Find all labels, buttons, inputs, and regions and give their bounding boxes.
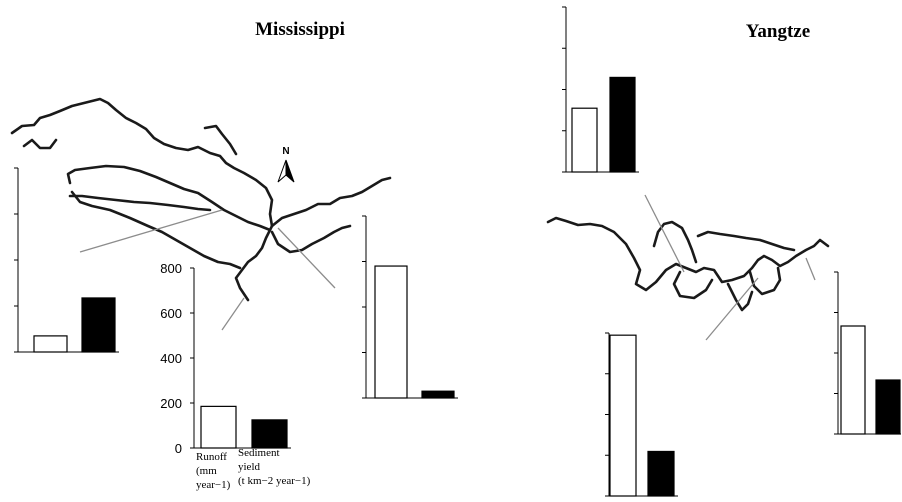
sediment-label-line-1: Sediment (238, 447, 280, 459)
mississippi-main-sediment-bar (251, 419, 288, 449)
mississippi-main-tick-label-3: 600 (160, 306, 182, 321)
runoff-label-line-3: year−1) (196, 479, 231, 491)
category-labels: Runoff (mm year−1) Sediment yield (t km−… (196, 447, 311, 491)
yangtze-upper-runoff-bar (571, 107, 598, 173)
pointer-upper-yangtze (644, 194, 685, 273)
yangtze-lower-chart (834, 271, 901, 435)
yangtze-northern-tributary (652, 220, 698, 264)
mississippi-main-runoff-bar (200, 405, 237, 449)
yangtze-east-loop (748, 266, 782, 296)
north-arrow-left-half (277, 159, 287, 183)
mississippi-west-loop (68, 194, 212, 212)
yangtze-middle-runoff-bar (609, 334, 637, 497)
yangtze-poyang-branch (726, 282, 754, 312)
pointer-lower-yangtze (805, 257, 816, 281)
yangtze-river-map (546, 216, 830, 312)
pointer-east-mississippi (277, 227, 336, 289)
north-label: N (282, 146, 289, 157)
sediment-label-line-3: (t km−2 year−1) (238, 475, 311, 487)
mississippi-main-chart: 0 200 400 600 800 (160, 261, 291, 456)
runoff-label-line-1: Runoff (196, 451, 227, 463)
yangtze-han-branch (696, 230, 796, 252)
mississippi-upper-runoff-bar (33, 335, 68, 353)
north-arrow-right-half (285, 159, 295, 183)
mississippi-southern-tributary (70, 190, 242, 270)
yangtze-middle-sediment-bar (647, 450, 675, 497)
yangtze-middle-chart (605, 332, 678, 497)
mississippi-upper-chart (14, 167, 119, 353)
mississippi-main-tick-label-0: 0 (175, 441, 182, 456)
mississippi-east-chart (362, 215, 458, 399)
yangtze-southern-loop (672, 270, 714, 300)
yangtze-title: Yangtze (746, 21, 810, 42)
yangtze-upper-chart (562, 6, 639, 173)
mississippi-main-tick-label-1: 200 (160, 396, 182, 411)
mississippi-east-sediment-bar (421, 390, 455, 399)
pointer-lower-mississippi (221, 297, 245, 331)
north-arrow: N (277, 146, 295, 183)
mississippi-main-stem (234, 224, 274, 302)
mississippi-east-runoff-bar (374, 265, 408, 399)
mississippi-upper-loop (203, 124, 238, 156)
pointer-middle-yangtze (705, 277, 759, 341)
yangtze-lower-runoff-bar (840, 325, 866, 435)
sediment-label-line-2: yield (238, 461, 260, 473)
bar-charts: 0 200 400 600 800 (14, 6, 901, 497)
runoff-label-line-2: (mm (196, 465, 217, 477)
mississippi-ohio-branch (270, 176, 392, 228)
yangtze-main-stem (546, 216, 830, 292)
mississippi-upper-sediment-bar (81, 297, 116, 353)
pointer-upper-mississippi (79, 209, 223, 253)
mississippi-main-tick-label-2: 400 (160, 351, 182, 366)
yangtze-upper-sediment-bar (609, 76, 636, 173)
mississippi-main-tick-label-4: 800 (160, 261, 182, 276)
mississippi-tennessee-branch (270, 224, 352, 254)
mississippi-missouri-branch (66, 164, 272, 232)
mississippi-title: Mississippi (255, 19, 345, 40)
mississippi-side-loop (22, 138, 58, 150)
yangtze-lower-sediment-bar (875, 379, 901, 435)
mississippi-river-map (10, 97, 392, 302)
mississippi-northwest-branch (10, 97, 274, 228)
